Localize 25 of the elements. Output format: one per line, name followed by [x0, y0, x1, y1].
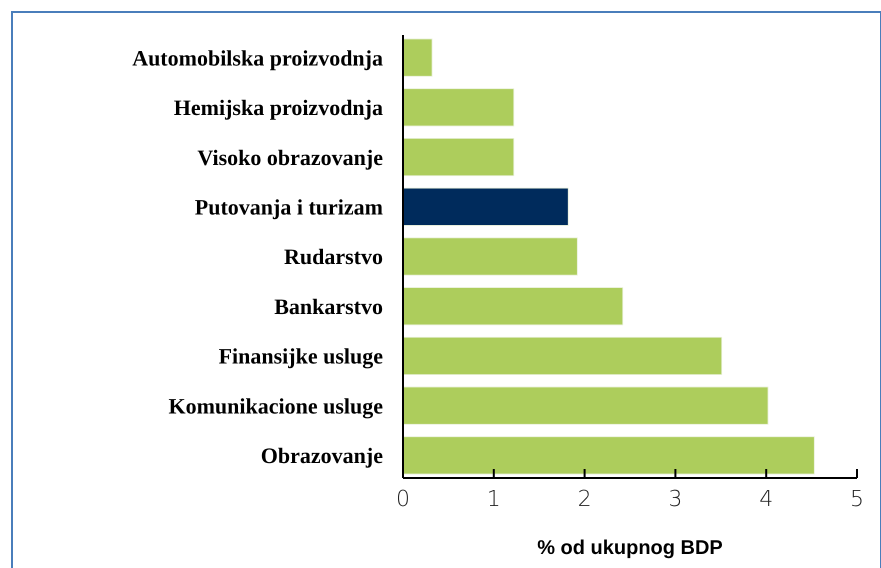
x-tick-label: 2	[578, 487, 592, 512]
x-tick-label: 1	[486, 487, 501, 512]
x-tick-label: 0	[396, 487, 410, 512]
x-tick-label: 5	[850, 487, 864, 512]
bar	[402, 336, 722, 375]
y-tick-label: Komunikacione usluge	[168, 393, 384, 418]
y-tick-label: Rudarstvo	[284, 244, 383, 270]
bar	[402, 436, 815, 474]
y-tick-label: Finansijke usluge	[218, 344, 384, 369]
y-tick-label: Obrazovanje	[260, 443, 384, 468]
y-tick-label: Bankarstvo	[274, 294, 383, 319]
y-tick-label: Visoko obrazovanje	[197, 144, 384, 170]
bar	[402, 88, 514, 126]
y-tick-label: Hemijska proizvodnja	[174, 95, 383, 120]
bar	[402, 287, 624, 326]
x-tick-label: 4	[759, 487, 774, 512]
bar	[402, 138, 514, 176]
bar	[402, 386, 768, 425]
y-tick-label: Putovanja i turizam	[194, 194, 383, 220]
bar	[402, 38, 432, 77]
bar	[402, 188, 569, 226]
y-tick-label: Automobilska proizvodnja	[132, 45, 383, 70]
x-tick-label: 3	[668, 487, 682, 512]
x-axis-title: % od ukupnog BDP	[537, 537, 723, 559]
bar	[402, 237, 578, 276]
